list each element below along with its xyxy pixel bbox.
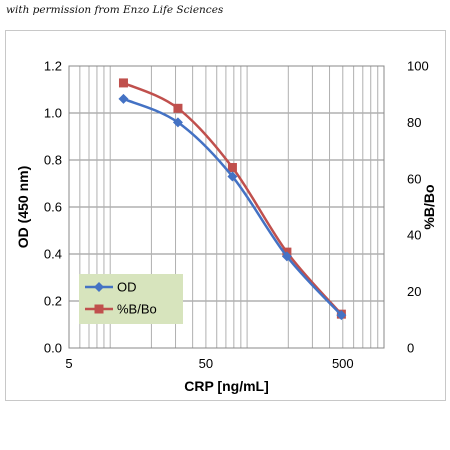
y-tick-label: 0.0 bbox=[44, 341, 62, 356]
data-point bbox=[227, 171, 238, 182]
x-axis-label: CRP [ng/mL] bbox=[184, 378, 269, 394]
y2-tick-label: 60 bbox=[407, 171, 421, 186]
series bbox=[118, 78, 347, 321]
x-tick-label: 50 bbox=[199, 356, 213, 371]
y-tick-label: 1.2 bbox=[44, 59, 62, 74]
legend-label: OD bbox=[117, 280, 137, 295]
legend-marker bbox=[94, 304, 104, 314]
tick-labels: 0.0 0.2 0.4 0.6 0.8 1.0 1.2 0 20 40 60 80 100 5 50 500 bbox=[44, 59, 429, 372]
plot-border bbox=[68, 65, 385, 349]
x-tick-label: 5 bbox=[65, 356, 72, 371]
y2-tick-label: 80 bbox=[407, 115, 421, 130]
y-tick-label: 0.6 bbox=[44, 200, 62, 215]
x-tick-label: 500 bbox=[332, 356, 354, 371]
y2-tick-label: 20 bbox=[407, 284, 421, 299]
legend-box bbox=[79, 274, 183, 324]
data-point bbox=[118, 78, 128, 88]
y-tick-label: 1.0 bbox=[44, 106, 62, 121]
data-point bbox=[118, 93, 129, 104]
y-tick-label: 0.2 bbox=[44, 294, 62, 309]
series-line bbox=[122, 81, 343, 315]
series-od bbox=[118, 93, 347, 321]
permission-credit: with permission from Enzo Life Sciences bbox=[6, 4, 224, 16]
y2-axis-label: %B/Bo bbox=[421, 184, 437, 229]
chart-area: 0.0 0.2 0.4 0.6 0.8 1.0 1.2 0 20 40 60 80 100 5 50 500 … bbox=[5, 30, 446, 401]
data-point bbox=[173, 103, 183, 113]
data-point bbox=[281, 251, 292, 262]
y2-tick-label: 0 bbox=[407, 341, 414, 356]
legend-marker bbox=[94, 282, 104, 292]
y-axis-label: OD (450 nm) bbox=[15, 166, 31, 248]
y-tick-label: 0.4 bbox=[44, 247, 62, 262]
y2-tick-label: 40 bbox=[407, 228, 421, 243]
legend: OD %B/Bo bbox=[79, 274, 183, 324]
data-point bbox=[227, 163, 237, 173]
data-point bbox=[172, 117, 183, 128]
y-tick-label: 0.8 bbox=[44, 153, 62, 168]
data-point bbox=[336, 310, 347, 321]
y2-tick-label: 100 bbox=[407, 59, 429, 74]
legend-label: %B/Bo bbox=[117, 302, 157, 317]
